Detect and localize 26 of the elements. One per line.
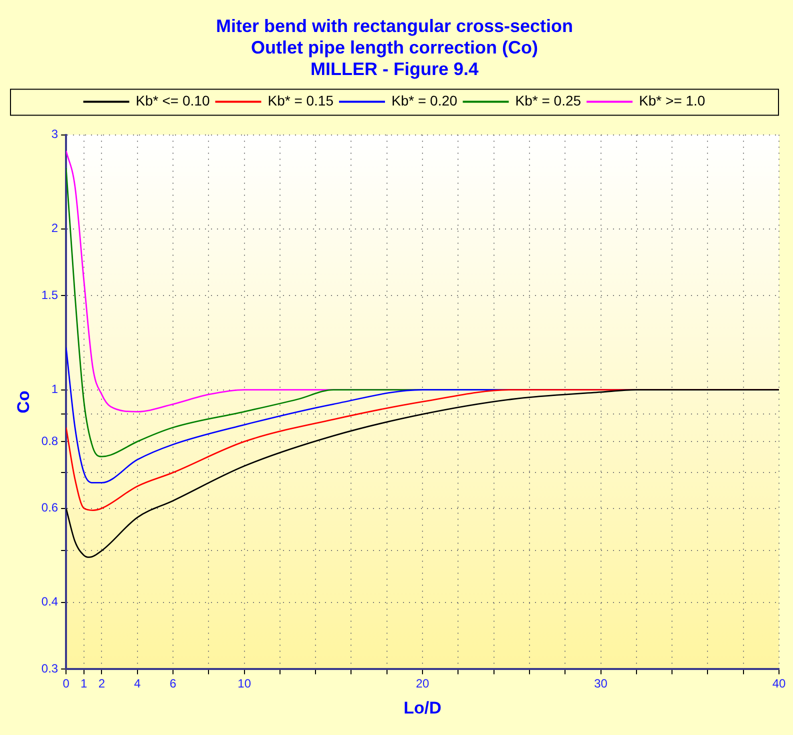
y-tick-label: 1 (51, 382, 58, 396)
x-axis-title: Lo/D (404, 698, 442, 718)
legend-label: Kb* = 0.25 (515, 92, 582, 109)
y-tick-label: 3 (51, 127, 58, 142)
y-tick-label: 0.6 (41, 500, 58, 515)
x-tick-label: 30 (594, 676, 608, 691)
chart-title: Miter bend with rectangular cross-section (216, 16, 574, 36)
legend-label: Kb* >= 1.0 (639, 92, 706, 109)
x-tick-label: 20 (416, 676, 430, 691)
x-tick-label: 10 (238, 676, 252, 691)
y-tick-label: 2 (51, 221, 58, 236)
y-tick-label: 0.8 (41, 434, 58, 448)
x-tick-label: 6 (170, 676, 177, 691)
y-tick-label: 1.5 (41, 288, 58, 302)
x-tick-label: 1 (80, 676, 88, 691)
x-tick-label: 40 (772, 676, 786, 691)
chart-subtitle: Outlet pipe length correction (Co) MILLER - Figure 9.4 (251, 37, 538, 79)
y-tick-label: 0.4 (41, 594, 58, 609)
legend-label: Kb* = 0.15 (268, 92, 334, 109)
x-tick-label: 4 (134, 676, 142, 691)
x-tick-label: 2 (98, 676, 106, 691)
y-tick-label: 0.3 (41, 662, 58, 676)
x-tick-label: 0 (62, 676, 70, 691)
legend-label: Kb* <= 0.10 (136, 92, 210, 109)
legend-label: Kb* = 0.20 (392, 92, 458, 109)
y-axis-title: Co (14, 390, 33, 414)
